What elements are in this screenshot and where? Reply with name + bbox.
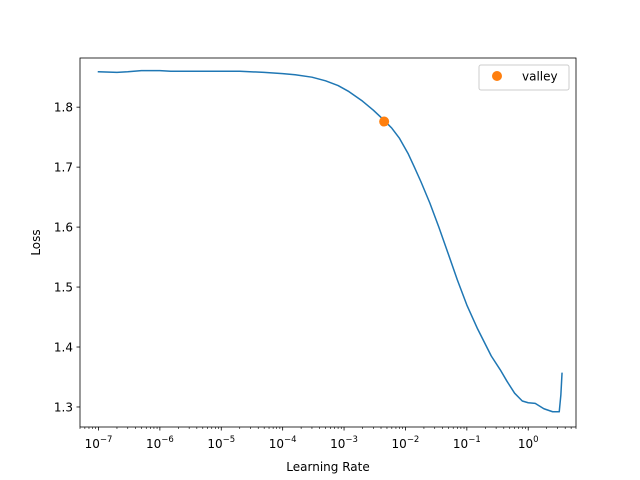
legend-box	[478, 64, 570, 91]
loss-series-line	[97, 69, 563, 413]
y-tick-label: 1.4	[54, 341, 73, 355]
x-tick-label: 100	[518, 435, 539, 451]
x-tick-label: 10−4	[269, 435, 297, 451]
y-tick-label: 1.3	[54, 400, 73, 414]
legend-label-valley: valley	[522, 70, 558, 84]
y-axis-label: Loss	[29, 229, 43, 255]
x-tick-label: 10−3	[330, 435, 358, 451]
y-tick-label: 1.8	[54, 101, 73, 115]
x-axis-ticks: 10−7 10−6 10−5 10−4 10−3 10−2 10−1 100	[79, 427, 577, 451]
y-tick-label: 1.5	[54, 281, 73, 295]
legend-marker-valley	[492, 71, 502, 81]
plot-area	[97, 69, 563, 413]
x-axis-label: Learning Rate	[286, 460, 369, 474]
x-tick-label: 10−5	[207, 435, 235, 451]
x-tick-label: 10−7	[85, 435, 113, 451]
legend: valley	[478, 64, 570, 91]
x-tick-label: 10−2	[392, 435, 420, 451]
axes-frame	[79, 57, 577, 428]
y-tick-label: 1.7	[54, 161, 73, 175]
y-tick-label: 1.6	[54, 221, 73, 235]
x-tick-label: 10−1	[453, 435, 481, 451]
valley-point	[379, 116, 390, 127]
y-axis-ticks: 1.3 1.4 1.5 1.6 1.7 1.8	[54, 101, 80, 414]
x-tick-label: 10−6	[146, 435, 174, 451]
